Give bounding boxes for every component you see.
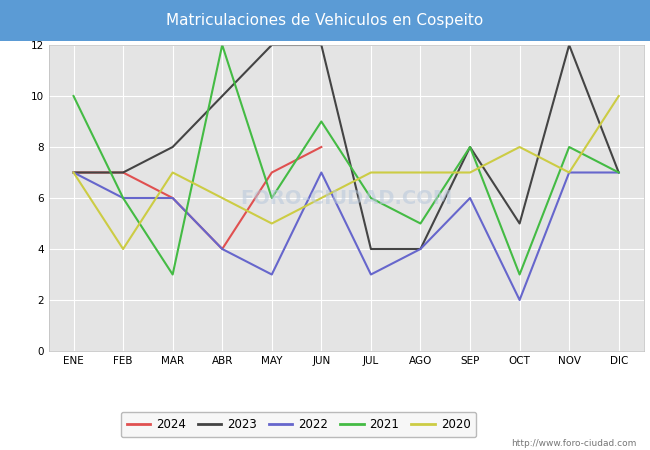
- Text: http://www.foro-ciudad.com: http://www.foro-ciudad.com: [512, 439, 637, 448]
- Text: Matriculaciones de Vehiculos en Cospeito: Matriculaciones de Vehiculos en Cospeito: [166, 13, 484, 28]
- Legend: 2024, 2023, 2022, 2021, 2020: 2024, 2023, 2022, 2021, 2020: [121, 412, 476, 437]
- Text: FORO-CIUDAD.COM: FORO-CIUDAD.COM: [240, 189, 452, 207]
